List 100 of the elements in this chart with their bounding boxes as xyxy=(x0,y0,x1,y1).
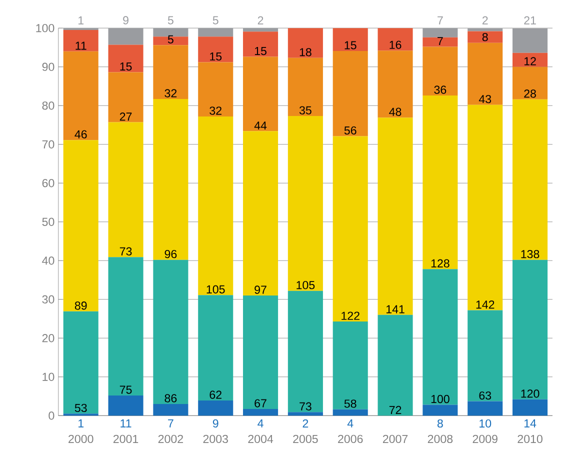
annotation: 120 xyxy=(521,389,540,398)
bar xyxy=(378,314,413,416)
annotation: 4 xyxy=(258,419,264,428)
annotation: 72 xyxy=(389,406,402,414)
bar xyxy=(108,72,144,122)
annotation: 12 xyxy=(524,57,536,66)
bar xyxy=(243,408,278,416)
y-tick-label: 40 xyxy=(42,256,54,265)
annotation: 73 xyxy=(120,247,132,256)
bar xyxy=(153,98,188,260)
bar xyxy=(512,260,548,400)
annotation: 73 xyxy=(300,402,312,410)
bar xyxy=(153,45,188,99)
y-tick-label: 0 xyxy=(48,411,54,420)
annotation: 89 xyxy=(74,301,87,310)
annotation: 8 xyxy=(482,32,488,42)
annotation: 21 xyxy=(524,16,536,24)
annotation: 9 xyxy=(123,16,128,24)
bar xyxy=(512,399,548,416)
annotation: 97 xyxy=(254,286,266,294)
annotation: 138 xyxy=(521,250,540,258)
bar xyxy=(468,31,503,43)
annotation: 105 xyxy=(206,285,225,294)
bar xyxy=(378,118,413,315)
y-tick-label: 50 xyxy=(42,218,54,226)
annotation: 122 xyxy=(342,312,360,320)
y-tick-label: 30 xyxy=(42,295,54,304)
bar xyxy=(198,295,234,400)
bar xyxy=(332,136,368,322)
annotation: 96 xyxy=(164,250,177,258)
bar xyxy=(108,395,144,416)
bar xyxy=(198,36,234,62)
annotation: 27 xyxy=(120,112,132,121)
annotation: 18 xyxy=(300,48,312,56)
annotation: 15 xyxy=(120,62,132,71)
bar xyxy=(468,310,503,402)
annotation: 7 xyxy=(438,36,443,45)
bar xyxy=(422,28,458,38)
bar xyxy=(108,44,144,72)
y-tick-label: 90 xyxy=(42,62,54,71)
annotation: 53 xyxy=(74,404,87,412)
annotation: 14 xyxy=(524,419,536,428)
annotation: 56 xyxy=(344,126,356,134)
bar xyxy=(198,28,234,37)
x-tick-label: 2008 xyxy=(428,434,453,443)
x-tick-label: 2002 xyxy=(158,434,183,443)
annotation: 5 xyxy=(168,35,174,44)
bar xyxy=(288,58,323,116)
annotation: 67 xyxy=(254,399,266,408)
annotation: 141 xyxy=(386,305,404,314)
bar xyxy=(422,269,458,405)
annotation: 16 xyxy=(390,40,402,49)
bar xyxy=(243,131,278,296)
annotation: 2 xyxy=(482,16,488,24)
x-tick-label: 2000 xyxy=(68,434,94,443)
y-tick-label: 10 xyxy=(42,372,54,381)
annotation: 32 xyxy=(164,89,177,98)
annotation: 86 xyxy=(164,394,177,402)
annotation: 11 xyxy=(120,419,132,428)
annotation: 142 xyxy=(476,300,494,308)
x-tick-label: 2004 xyxy=(248,434,274,443)
annotation: 105 xyxy=(296,280,315,290)
annotation: 62 xyxy=(210,390,222,399)
annotation: 46 xyxy=(74,130,87,138)
bar xyxy=(468,28,503,32)
bar xyxy=(332,409,368,416)
bar xyxy=(422,404,458,416)
annotation: 15 xyxy=(210,52,222,60)
x-tick-label: 2001 xyxy=(113,434,138,443)
annotation: 44 xyxy=(254,121,267,130)
annotation: 43 xyxy=(478,94,492,104)
annotation: 75 xyxy=(120,386,132,394)
bar xyxy=(288,290,323,412)
bar xyxy=(332,321,368,410)
y-tick-label: 80 xyxy=(42,101,54,110)
annotation: 7 xyxy=(168,419,174,428)
annotation: 5 xyxy=(212,16,218,24)
annotation: 48 xyxy=(389,108,402,116)
annotation: 5 xyxy=(168,16,174,24)
annotation: 1 xyxy=(78,16,84,24)
annotation: 8 xyxy=(437,419,443,428)
annotation: 15 xyxy=(254,46,266,56)
y-tick-label: 20 xyxy=(42,334,54,342)
x-tick-label: 2009 xyxy=(472,434,498,443)
bar xyxy=(153,260,188,404)
bar xyxy=(512,66,548,100)
annotation: 7 xyxy=(438,16,443,24)
bar xyxy=(198,400,234,416)
annotation: 32 xyxy=(210,106,222,115)
annotation: 35 xyxy=(299,106,312,114)
bar xyxy=(378,50,413,118)
bar xyxy=(468,104,503,310)
annotation: 128 xyxy=(431,259,450,268)
y-tick-label: 60 xyxy=(42,178,54,188)
bar xyxy=(243,28,278,32)
y-tick-label: 100 xyxy=(36,24,54,32)
bar xyxy=(422,37,458,47)
annotation: 4 xyxy=(347,419,354,428)
bar xyxy=(108,257,144,396)
bar xyxy=(108,122,144,258)
